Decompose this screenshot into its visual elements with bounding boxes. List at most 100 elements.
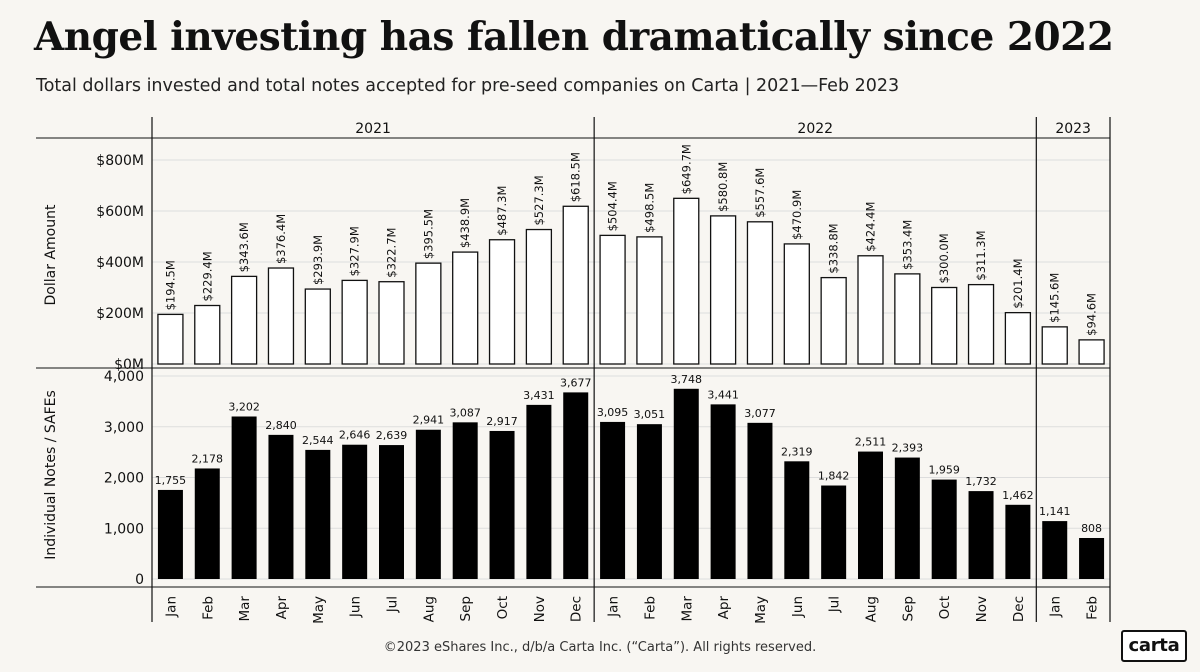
notes-tick-label: 4,000 bbox=[104, 369, 144, 385]
copyright-footer: ©2023 eShares Inc., d/b/a Carta Inc. (“C… bbox=[383, 640, 817, 655]
notes-bar bbox=[268, 434, 294, 579]
dollar-bar bbox=[452, 251, 479, 365]
notes-bar bbox=[342, 444, 368, 579]
notes-bar bbox=[305, 449, 331, 579]
dollar-bar bbox=[1004, 311, 1032, 365]
notes-bar bbox=[563, 392, 589, 579]
notes-tick-label: 1,000 bbox=[104, 521, 144, 537]
dollar-value-label: $424.4M bbox=[864, 202, 878, 252]
notes-bar bbox=[452, 422, 478, 579]
month-label: May bbox=[753, 596, 769, 624]
dollar-tick-label: $200M bbox=[96, 306, 144, 322]
carta-logo: carta bbox=[1121, 630, 1187, 662]
notes-tick-label: 0 bbox=[135, 572, 144, 588]
notes-tick-label: 3,000 bbox=[104, 420, 144, 436]
dollar-value-label: $338.8M bbox=[827, 223, 841, 273]
dollar-axis-title: Dollar Amount bbox=[43, 204, 59, 305]
month-label: Feb bbox=[200, 596, 216, 620]
notes-value-label: 2,544 bbox=[302, 434, 334, 447]
notes-bar bbox=[673, 388, 699, 579]
notes-bar bbox=[526, 404, 552, 579]
month-label: Sep bbox=[900, 596, 916, 621]
dollar-value-label: $618.5M bbox=[569, 152, 583, 202]
month-label: Jun bbox=[790, 596, 806, 618]
dollar-tick-label: $800M bbox=[96, 153, 144, 169]
dollar-bar bbox=[709, 215, 737, 365]
notes-value-label: 2,393 bbox=[892, 442, 924, 455]
dollar-value-label: $229.4M bbox=[200, 251, 214, 301]
month-label: Jun bbox=[348, 596, 364, 618]
dollar-value-label: $504.4M bbox=[606, 181, 620, 231]
notes-bar bbox=[157, 489, 183, 579]
notes-bar bbox=[194, 468, 220, 579]
notes-bar bbox=[747, 422, 773, 579]
notes-value-label: 3,677 bbox=[560, 376, 592, 389]
dollar-value-label: $94.6M bbox=[1085, 293, 1099, 336]
notes-value-label: 2,639 bbox=[376, 429, 408, 442]
dollar-value-label: $145.6M bbox=[1048, 273, 1062, 323]
dollar-bar bbox=[157, 313, 184, 365]
notes-value-label: 2,917 bbox=[486, 415, 518, 428]
notes-bar bbox=[415, 429, 441, 579]
notes-tick-label: 2,000 bbox=[104, 471, 144, 487]
dollar-bar bbox=[194, 304, 221, 365]
month-label: Aug bbox=[864, 596, 880, 622]
month-label: Jul bbox=[385, 596, 401, 613]
dollar-value-label: $293.9M bbox=[311, 235, 325, 285]
notes-bar bbox=[821, 485, 847, 579]
chart-title: Angel investing has fallen dramatically … bbox=[34, 14, 1114, 60]
dollar-value-label: $343.6M bbox=[237, 222, 251, 272]
notes-value-label: 2,178 bbox=[192, 452, 224, 465]
dollar-bar bbox=[673, 197, 700, 365]
notes-value-label: 2,646 bbox=[339, 429, 371, 442]
month-label: Jan bbox=[163, 596, 179, 618]
month-label: Mar bbox=[679, 596, 695, 622]
dollar-value-label: $527.3M bbox=[532, 175, 546, 225]
notes-bar bbox=[379, 445, 404, 579]
year-label-2023: 2023 bbox=[1055, 121, 1091, 137]
notes-value-label: 1,141 bbox=[1039, 505, 1071, 518]
dollar-bar bbox=[378, 281, 405, 365]
dollar-value-label: $557.6M bbox=[753, 168, 767, 218]
dollar-value-label: $201.4M bbox=[1011, 258, 1025, 308]
month-label: May bbox=[311, 596, 327, 624]
notes-value-label: 3,087 bbox=[449, 406, 481, 419]
notes-value-label: 1,755 bbox=[155, 474, 187, 487]
dollar-bar bbox=[488, 239, 516, 365]
notes-bar bbox=[636, 424, 662, 579]
dollar-bar bbox=[783, 243, 810, 365]
dollar-bar bbox=[1078, 339, 1105, 365]
month-label: Dec bbox=[569, 596, 585, 622]
dollar-bar bbox=[746, 221, 774, 365]
month-label: Jan bbox=[1048, 596, 1064, 618]
notes-bar bbox=[931, 479, 957, 579]
dollar-bar bbox=[267, 267, 295, 365]
month-label: Nov bbox=[532, 596, 548, 622]
year-label-2022: 2022 bbox=[797, 121, 833, 137]
dollar-value-label: $327.9M bbox=[348, 226, 362, 276]
month-label: Sep bbox=[458, 596, 474, 621]
month-label: Nov bbox=[974, 596, 990, 622]
notes-value-label: 1,732 bbox=[965, 475, 997, 488]
notes-bar bbox=[1079, 537, 1105, 579]
month-label: Feb bbox=[642, 596, 658, 620]
notes-value-label: 2,319 bbox=[781, 445, 813, 458]
notes-value-label: 2,941 bbox=[413, 414, 445, 427]
month-label: Feb bbox=[1085, 596, 1101, 620]
chart-subtitle: Total dollars invested and total notes a… bbox=[36, 76, 900, 96]
month-label: Jan bbox=[606, 596, 622, 618]
notes-bar bbox=[968, 491, 994, 579]
dollar-value-label: $322.7M bbox=[385, 228, 399, 278]
dollar-value-label: $194.5M bbox=[163, 260, 177, 310]
chart-area: 2021 2022 2023 $0M $200M $400M $600M $800M 0 1,00… bbox=[36, 117, 1111, 624]
dollar-tick-label: $0M bbox=[114, 357, 144, 373]
dollar-value-label: $311.3M bbox=[974, 230, 988, 280]
dollar-bar bbox=[525, 228, 553, 365]
notes-bar bbox=[858, 451, 883, 579]
dollar-tick-label: $400M bbox=[96, 255, 144, 271]
month-label: Oct bbox=[937, 596, 953, 619]
dollar-bar bbox=[1041, 326, 1068, 365]
dollar-value-label: $649.7M bbox=[679, 144, 693, 194]
dollar-value-label: $470.9M bbox=[790, 190, 804, 240]
notes-value-label: 3,748 bbox=[671, 373, 703, 386]
